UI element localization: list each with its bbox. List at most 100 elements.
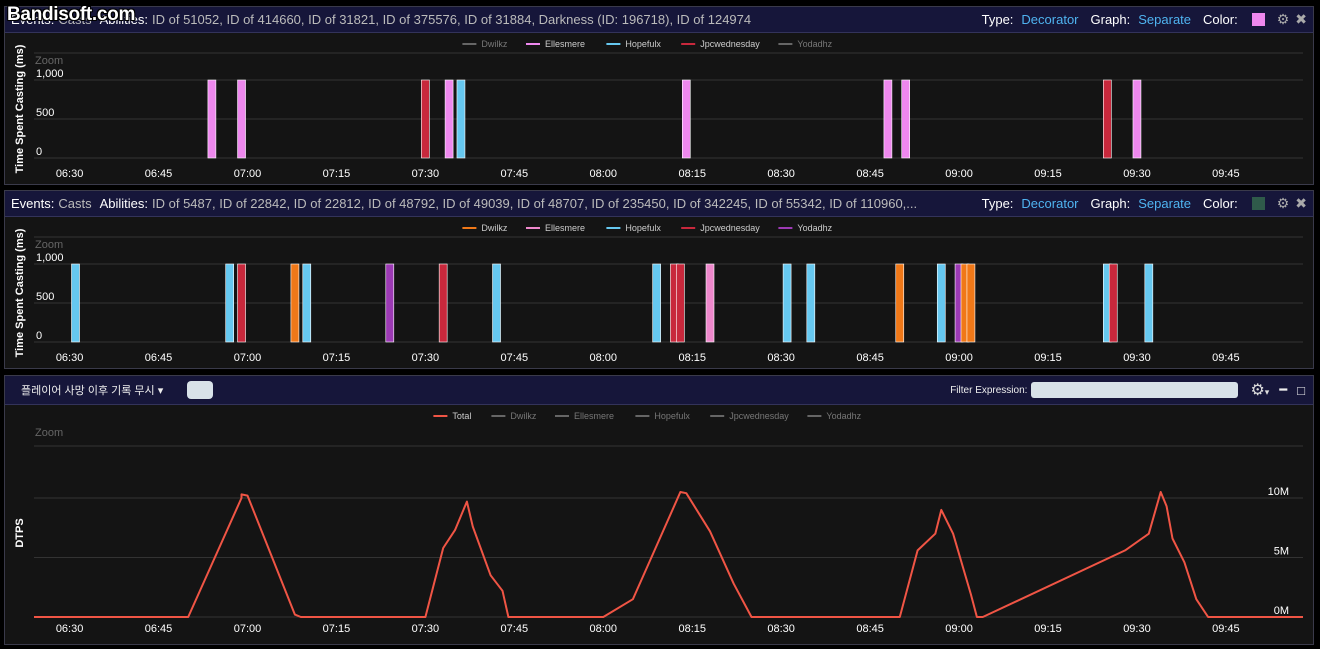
cast-bar xyxy=(966,263,976,343)
close-icon[interactable]: ✖ xyxy=(1295,11,1307,27)
death-filter-dropdown[interactable]: 플레이어 사망 이후 기록 무시 ▾ xyxy=(21,382,163,398)
x-tick-label: 09:15 xyxy=(1034,168,1062,180)
type-label: Type: xyxy=(981,196,1014,211)
cast-bar xyxy=(71,263,80,343)
legend-item: Total xyxy=(452,411,471,421)
cast-bar xyxy=(290,263,300,343)
x-tick-label: 07:45 xyxy=(501,168,529,180)
x-tick-label: 07:30 xyxy=(412,352,440,364)
graph-label: Graph: xyxy=(1090,12,1131,27)
events-value: Casts xyxy=(58,12,92,27)
abilities-value[interactable]: ID of 5487, ID of 22842, ID of 22812, ID… xyxy=(152,196,918,211)
zoom-label: Zoom xyxy=(35,239,63,251)
watermark: Bandisoft.com xyxy=(7,4,136,25)
y-tick-label: 0 xyxy=(36,146,42,158)
y-axis-label: Time Spent Casting (ms) xyxy=(14,228,26,357)
legend-item: Yodadhz xyxy=(797,223,832,233)
graph-link[interactable]: Separate xyxy=(1138,196,1192,211)
zoom-label: Zoom xyxy=(35,427,63,439)
filter-expression-input[interactable] xyxy=(1031,382,1239,398)
casts-chart-2[interactable]: Zoom 0 500 1,000 Time Spent Casting (ms) Dwil… xyxy=(5,218,1313,369)
color-label: Color: xyxy=(1203,196,1238,211)
type-link[interactable]: Decorator xyxy=(1021,196,1079,211)
close-icon[interactable]: ✖ xyxy=(1295,195,1307,211)
zoom-label: Zoom xyxy=(35,55,63,67)
abilities-label: Abilities: xyxy=(99,196,149,211)
color-swatch[interactable] xyxy=(1251,13,1265,26)
type-link[interactable]: Decorator xyxy=(1021,12,1079,27)
x-tick-label: 08:00 xyxy=(590,623,618,635)
series-line-total xyxy=(34,491,1303,618)
cast-bar xyxy=(676,263,685,343)
gear-icon[interactable]: ⚙▾ xyxy=(1250,382,1270,399)
x-tick-label: 09:45 xyxy=(1212,352,1240,364)
y-tick-label: 5M xyxy=(1274,546,1289,558)
maximize-icon[interactable]: □ xyxy=(1297,382,1305,398)
abilities-value[interactable]: ID of 51052, ID of 414660, ID of 31821, … xyxy=(152,12,752,27)
y-tick-label: 0M xyxy=(1274,605,1289,617)
cast-bar xyxy=(1108,263,1118,343)
y-tick-label: 1,000 xyxy=(36,252,64,264)
legend-item: Jpcwednesday xyxy=(729,411,789,421)
casts-panel-2: Events: Casts Abilities: ID of 5487, ID … xyxy=(4,190,1314,369)
cast-bar xyxy=(1132,79,1142,159)
dropdown-label: 플레이어 사망 이후 기록 무시 xyxy=(21,385,155,397)
dtps-chart[interactable]: Zoom 0M 5M 10M DTPS Total Dwilkz Ellesmere Hopef… xyxy=(5,405,1313,645)
x-tick-label: 09:45 xyxy=(1212,623,1240,635)
x-tick-label: 09:00 xyxy=(945,168,973,180)
cast-bar xyxy=(385,263,395,343)
x-tick-label: 09:00 xyxy=(945,352,973,364)
legend-item: Jpcwednesday xyxy=(700,39,760,49)
x-tick-label: 08:30 xyxy=(767,623,795,635)
legend-item: Ellesmere xyxy=(545,223,585,233)
cast-bar xyxy=(225,263,234,343)
x-tick-label: 06:45 xyxy=(145,168,173,180)
x-tick-label: 08:45 xyxy=(856,623,884,635)
x-tick-label: 09:45 xyxy=(1212,168,1240,180)
cast-bar xyxy=(237,263,246,343)
graph-link[interactable]: Separate xyxy=(1138,12,1192,27)
cast-bar xyxy=(207,79,217,159)
color-swatch[interactable] xyxy=(1251,197,1265,210)
x-tick-label: 06:30 xyxy=(56,623,84,635)
y-tick-label: 0 xyxy=(36,330,42,342)
x-tick-label: 09:00 xyxy=(945,623,973,635)
x-tick-label: 09:15 xyxy=(1034,623,1062,635)
minimize-icon[interactable]: ━ xyxy=(1279,382,1288,397)
casts-chart-1[interactable]: Zoom 0 500 1,000 Time Spent Casting (ms) Dwil… xyxy=(5,34,1313,185)
dtps-panel: 플레이어 사망 이후 기록 무시 ▾ Filter Expression: ⚙▾… xyxy=(4,375,1314,645)
color-label: Color: xyxy=(1203,12,1238,27)
y-tick-label: 10M xyxy=(1268,486,1289,498)
cast-bar xyxy=(806,263,816,343)
events-label: Events: xyxy=(11,12,55,27)
filter-expression-label: Filter Expression: xyxy=(950,384,1028,396)
graph-toolbar: 플레이어 사망 이후 기록 무시 ▾ Filter Expression: ⚙▾… xyxy=(5,376,1313,405)
x-tick-label: 06:45 xyxy=(145,623,173,635)
x-tick-label: 08:00 xyxy=(590,168,618,180)
gear-icon[interactable]: ⚙ xyxy=(1276,11,1290,27)
x-tick-label: 09:30 xyxy=(1123,168,1151,180)
toggle-button[interactable] xyxy=(187,381,214,399)
x-tick-label: 08:15 xyxy=(678,352,706,364)
cast-bar xyxy=(456,79,466,159)
x-tick-label: 07:00 xyxy=(234,168,262,180)
legend-item: Ellesmere xyxy=(574,411,614,421)
legend-item: Dwilkz xyxy=(481,223,507,233)
legend-item: Dwilkz xyxy=(481,39,507,49)
cast-bar xyxy=(936,263,946,343)
y-tick-label: 500 xyxy=(36,107,54,119)
x-tick-label: 07:00 xyxy=(234,623,262,635)
cast-bar xyxy=(1144,263,1154,343)
x-tick-label: 08:30 xyxy=(767,352,795,364)
x-tick-label: 07:15 xyxy=(323,168,351,180)
legend-item: Yodadhz xyxy=(826,411,861,421)
events-label: Events: xyxy=(11,196,55,211)
graph-label: Graph: xyxy=(1090,196,1131,211)
x-tick-label: 07:45 xyxy=(501,623,529,635)
x-tick-label: 09:30 xyxy=(1123,352,1151,364)
cast-bar xyxy=(895,263,905,343)
y-axis-label: Time Spent Casting (ms) xyxy=(14,44,26,173)
x-tick-label: 09:15 xyxy=(1034,352,1062,364)
x-tick-label: 07:30 xyxy=(412,168,440,180)
gear-icon[interactable]: ⚙ xyxy=(1276,195,1290,211)
